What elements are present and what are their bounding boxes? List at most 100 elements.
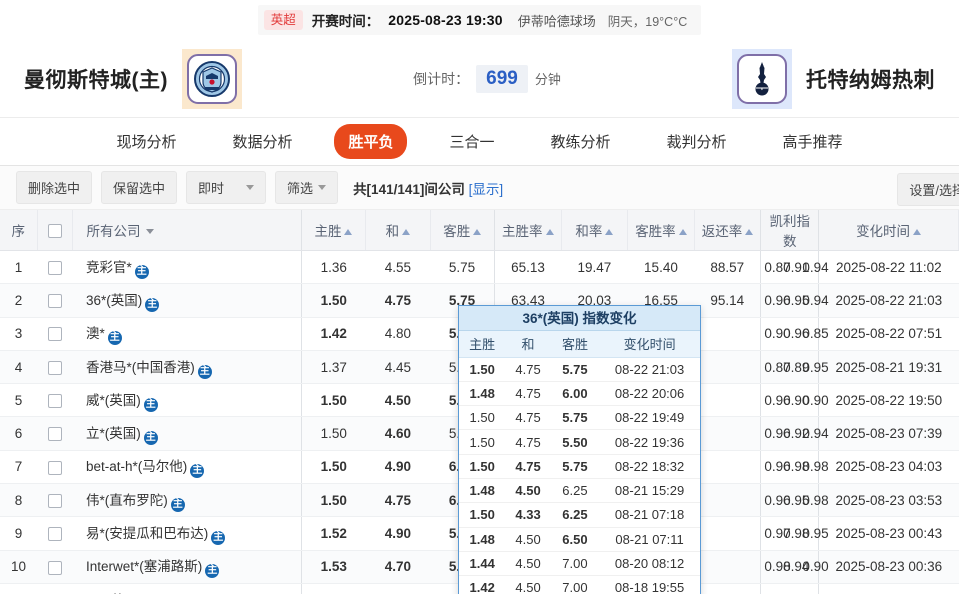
company-name[interactable]: 竞彩官* xyxy=(86,259,132,275)
show-link[interactable]: [显示] xyxy=(468,181,504,197)
keep-selected-button[interactable]: 保留选中 xyxy=(101,171,178,204)
sort-ascending-icon[interactable] xyxy=(913,229,922,235)
draw-odds[interactable]: 4.70 xyxy=(365,550,431,584)
row-checkbox[interactable] xyxy=(47,560,62,575)
header-draw-rate[interactable]: 和率 xyxy=(561,210,629,251)
row-checkbox-cell[interactable] xyxy=(37,283,73,318)
select-all-checkbox[interactable] xyxy=(47,223,62,238)
row-checkbox[interactable] xyxy=(47,527,62,542)
table-row[interactable]: 2 36*(英国) 主 1.50 4.75 5.75 63.43 20.03 16.55 95.1… xyxy=(0,283,959,318)
tab-data-analysis[interactable]: 数据分析 xyxy=(232,134,293,151)
company-name[interactable]: Interwet*(塞浦路斯) xyxy=(86,559,203,575)
company-name-cell[interactable]: 伟*(直布罗陀) 主 xyxy=(72,483,302,518)
company-name[interactable]: 10*(英国) xyxy=(86,593,142,594)
home-win-odds[interactable]: 1.51 xyxy=(301,583,366,594)
company-name[interactable]: 威*(英国) xyxy=(86,392,141,408)
draw-odds[interactable]: 4.75 xyxy=(365,283,431,318)
draw-odds[interactable]: 4.80 xyxy=(365,317,431,351)
tab-three-in-one[interactable]: 三合一 xyxy=(449,134,495,151)
draw-odds[interactable]: 4.60 xyxy=(365,416,431,451)
draw-odds[interactable]: 4.75 xyxy=(365,483,431,518)
sort-ascending-icon[interactable] xyxy=(545,229,554,235)
row-checkbox-cell[interactable] xyxy=(37,350,73,385)
tab-coach-analysis[interactable]: 教练分析 xyxy=(550,134,611,151)
row-checkbox[interactable] xyxy=(47,427,62,442)
draw-odds[interactable]: 4.50 xyxy=(365,383,431,418)
home-win-odds[interactable]: 1.50 xyxy=(301,483,366,518)
company-name[interactable]: 36*(英国) xyxy=(86,292,143,308)
row-checkbox[interactable] xyxy=(47,294,62,309)
home-win-odds[interactable]: 1.42 xyxy=(301,317,366,351)
row-checkbox-cell[interactable] xyxy=(37,383,73,418)
row-checkbox-cell[interactable] xyxy=(37,583,73,594)
tab-live-analysis[interactable]: 现场分析 xyxy=(116,134,177,151)
row-checkbox-cell[interactable] xyxy=(37,450,73,485)
header-away-win[interactable]: 客胜 xyxy=(430,210,496,251)
home-win-odds[interactable]: 1.50 xyxy=(301,283,366,318)
tab-expert-picks[interactable]: 高手推荐 xyxy=(782,134,843,151)
header-home-win-rate[interactable]: 主胜率 xyxy=(494,210,562,251)
row-checkbox[interactable] xyxy=(47,327,62,342)
draw-odds[interactable]: 4.90 xyxy=(365,516,431,551)
home-win-odds[interactable]: 1.50 xyxy=(301,416,366,451)
row-checkbox-cell[interactable] xyxy=(37,416,73,451)
sort-ascending-icon[interactable] xyxy=(605,229,614,235)
home-win-odds[interactable]: 1.36 xyxy=(301,250,366,285)
home-win-odds[interactable]: 1.52 xyxy=(301,516,366,551)
company-name-cell[interactable]: 香港马*(中国香港) 主 xyxy=(72,350,302,385)
tab-win-draw-lose[interactable]: 胜平负 xyxy=(334,124,408,159)
company-name[interactable]: 香港马*(中国香港) xyxy=(86,359,195,375)
sort-ascending-icon[interactable] xyxy=(473,229,482,235)
company-name-cell[interactable]: 易*(安提瓜和巴布达) 主 xyxy=(72,516,302,551)
row-checkbox[interactable] xyxy=(47,260,62,275)
row-checkbox-cell[interactable] xyxy=(37,516,73,551)
header-away-win-rate[interactable]: 客胜率 xyxy=(627,210,695,251)
home-win-odds[interactable]: 1.37 xyxy=(301,350,366,385)
header-draw[interactable]: 和 xyxy=(365,210,431,251)
row-checkbox-cell[interactable] xyxy=(37,550,73,584)
row-checkbox-cell[interactable] xyxy=(37,250,73,285)
company-name[interactable]: 伟*(直布罗陀) xyxy=(86,492,168,508)
company-name-cell[interactable]: 竞彩官* 主 xyxy=(72,250,302,285)
row-checkbox[interactable] xyxy=(47,493,62,508)
company-name-cell[interactable]: 36*(英国) 主 xyxy=(72,283,302,318)
row-checkbox[interactable] xyxy=(47,360,62,375)
sort-ascending-icon[interactable] xyxy=(678,229,687,235)
company-name[interactable]: 澳* xyxy=(86,326,105,342)
home-win-odds[interactable]: 1.53 xyxy=(301,550,366,584)
delete-selected-button[interactable]: 删除选中 xyxy=(16,171,93,204)
company-name[interactable]: 易*(安提瓜和巴布达) xyxy=(86,526,209,542)
row-checkbox-cell[interactable] xyxy=(37,317,73,351)
row-checkbox[interactable] xyxy=(47,460,62,475)
draw-odds[interactable]: 4.45 xyxy=(365,350,431,385)
company-name-cell[interactable]: 威*(英国) 主 xyxy=(72,383,302,418)
header-change-time[interactable]: 变化时间 xyxy=(818,210,959,251)
company-name-cell[interactable]: Interwet*(塞浦路斯) 主 xyxy=(72,550,302,584)
draw-odds[interactable]: 5.00 xyxy=(365,583,431,594)
company-name-cell[interactable]: 10*(英国)主 xyxy=(72,583,302,594)
table-row[interactable]: 1 竞彩官* 主 1.36 4.55 5.75 65.13 19.47 15.40 88.57 0.… xyxy=(0,250,959,285)
header-company[interactable]: 所有公司 xyxy=(72,210,302,251)
filter-dropdown[interactable]: 筛选 xyxy=(275,171,339,204)
row-checkbox[interactable] xyxy=(47,394,62,409)
draw-odds[interactable]: 4.90 xyxy=(365,450,431,485)
header-home-win[interactable]: 主胜 xyxy=(301,210,367,251)
home-win-odds[interactable]: 1.50 xyxy=(301,383,366,418)
sort-ascending-icon[interactable] xyxy=(344,229,353,235)
sort-ascending-icon[interactable] xyxy=(745,229,754,235)
company-name[interactable]: 立*(英国) xyxy=(86,426,141,442)
realtime-dropdown[interactable]: 即时 xyxy=(186,171,267,204)
company-name-cell[interactable]: bet-at-h*(马尔他) 主 xyxy=(72,450,302,485)
away-win-odds[interactable]: 5.75 xyxy=(430,250,496,285)
header-select-all[interactable] xyxy=(37,210,73,251)
home-win-odds[interactable]: 1.50 xyxy=(301,450,366,485)
draw-odds[interactable]: 4.55 xyxy=(365,250,431,285)
company-name[interactable]: bet-at-h*(马尔他) xyxy=(86,459,188,475)
company-name-cell[interactable]: 澳* 主 xyxy=(72,317,302,351)
row-checkbox-cell[interactable] xyxy=(37,483,73,518)
tab-referee-analysis[interactable]: 裁判分析 xyxy=(666,134,727,151)
header-return-rate[interactable]: 返还率 xyxy=(694,210,762,251)
settings-select-button[interactable]: 设置/选择 xyxy=(897,173,959,206)
sort-ascending-icon[interactable] xyxy=(402,229,411,235)
company-name-cell[interactable]: 立*(英国) 主 xyxy=(72,416,302,451)
